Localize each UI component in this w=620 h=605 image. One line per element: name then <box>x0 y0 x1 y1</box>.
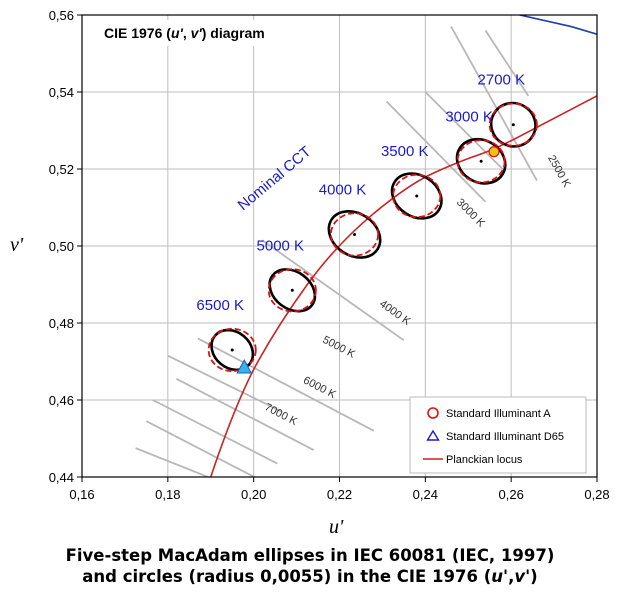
isotemperature-line <box>167 354 282 413</box>
cct-label: 2700 K <box>478 72 526 89</box>
tolerance-circle <box>488 102 538 147</box>
cct-label: 3000 K <box>445 108 493 125</box>
legend: Standard Illuminant A Standard Illuminan… <box>409 396 587 474</box>
isotemperature-lines <box>135 26 538 477</box>
y-tick-label: 0,46 <box>49 393 74 408</box>
x-tick-label: 0,20 <box>241 487 266 502</box>
isotemperature-label: 6000 K <box>301 374 338 401</box>
spectrum-locus <box>519 15 597 36</box>
macadam-ellipses <box>207 101 538 373</box>
isotemperature-label: 3000 K <box>454 196 487 230</box>
y-tick-label: 0,52 <box>49 162 74 177</box>
legend-d65-label: Standard Illuminant D65 <box>446 431 564 443</box>
isotemperature-line <box>484 29 530 97</box>
legend-box <box>409 396 587 474</box>
standard-illuminant-d65-marker <box>236 358 253 374</box>
x-tick-label: 0,16 <box>69 487 94 502</box>
isotemperature-line <box>145 420 257 477</box>
nominal-cct-label: Nominal CCT <box>235 143 315 214</box>
tolerance-circle <box>330 212 380 257</box>
y-tick-label: 0,50 <box>49 239 74 254</box>
legend-illuminant-a-marker <box>427 407 439 419</box>
nominal-point <box>353 232 357 236</box>
isotemperature-line <box>261 239 405 342</box>
isotemperature-line <box>386 100 487 203</box>
isotemperature-line <box>424 91 504 170</box>
cct-label: 6500 K <box>196 297 244 314</box>
y-axis-label: v' <box>10 234 24 256</box>
caption-line-1: Five-step MacAdam ellipses in IEC 60081 … <box>65 546 555 565</box>
isotemperature-line <box>197 337 375 432</box>
y-tick-label: 0,56 <box>49 8 74 23</box>
y-tick-label: 0,44 <box>49 470 74 485</box>
x-axis-label: u' <box>329 516 344 538</box>
x-tick-label: 0,18 <box>155 487 180 502</box>
tolerance-circle <box>207 327 257 373</box>
tolerance-circle <box>456 139 506 184</box>
y-tick-label: 0,48 <box>49 316 74 331</box>
legend-illuminant-a-label: Standard Illuminant A <box>446 408 551 420</box>
illuminant-markers <box>236 146 500 374</box>
locus-curves <box>209 15 597 477</box>
legend-planckian-label: Planckian locus <box>446 454 523 466</box>
cct-label: 4000 K <box>319 181 367 198</box>
x-tick-label: 0,24 <box>413 487 438 502</box>
macadam-ellipse <box>390 172 443 220</box>
title-box <box>95 20 300 46</box>
nominal-point <box>290 288 294 292</box>
isotemperature-line <box>152 399 278 465</box>
x-tick-label: 0,26 <box>499 487 524 502</box>
y-tick-label: 0,54 <box>49 85 74 100</box>
nominal-point <box>479 159 483 163</box>
isotemperature-line <box>176 378 315 451</box>
figure-caption: Five-step MacAdam ellipses in IEC 60081 … <box>0 545 620 587</box>
isotemperature-label: 4000 K <box>377 298 413 328</box>
macadam-ellipse <box>268 268 317 313</box>
standard-illuminant-a-marker <box>488 146 500 158</box>
isotemperature-line <box>135 447 211 477</box>
isotemperature-label: 7000 K <box>263 401 300 428</box>
x-tick-label: 0,28 <box>584 487 609 502</box>
isotemperature-label: 2500 K <box>545 153 573 190</box>
x-tick-label: 0,22 <box>327 487 352 502</box>
caption-line-2: and circles (radius 0,0055) in the CIE 1… <box>82 567 538 586</box>
legend-d65-marker <box>426 429 440 441</box>
nominal-point <box>511 123 515 127</box>
tolerance-circle <box>267 268 317 313</box>
tolerance-circle <box>392 173 442 219</box>
cct-label: 5000 K <box>257 237 305 254</box>
cct-label: 3500 K <box>381 143 429 160</box>
isotemperature-line <box>450 26 538 181</box>
axes: 0,16 0,18 0,20 0,22 0,24 0,26 0,28 0,44 0,46 0,48… <box>49 8 610 502</box>
nominal-point <box>415 194 419 198</box>
nominal-point <box>230 348 234 352</box>
chart-title: CIE 1976 (u', v') diagram <box>104 25 265 41</box>
planckian-locus <box>209 95 597 477</box>
